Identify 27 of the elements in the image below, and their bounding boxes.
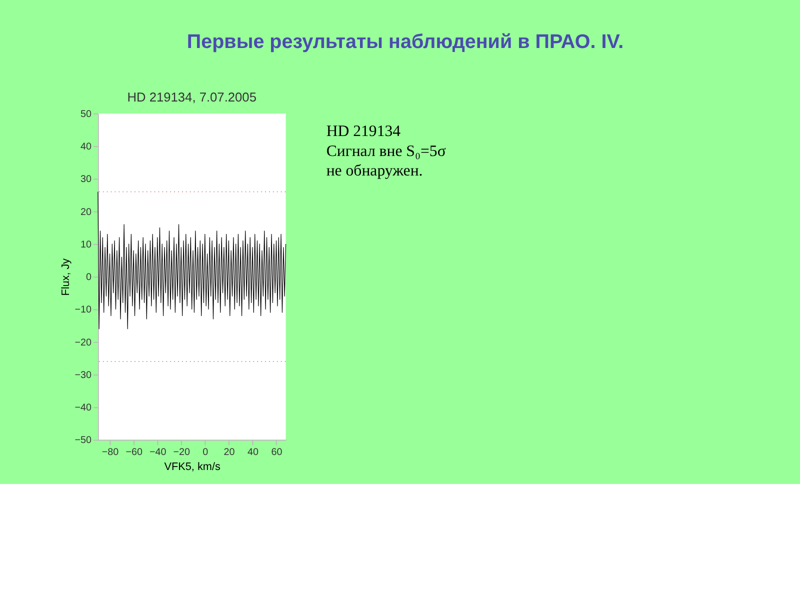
y-tick-label: 50 xyxy=(80,108,92,120)
x-tick-label: −20 xyxy=(173,447,191,458)
y-tick-label: −40 xyxy=(74,402,92,414)
y-tick-label: 10 xyxy=(80,239,92,250)
y-tick-label: 0 xyxy=(86,272,92,284)
line-series xyxy=(98,191,286,330)
x-tick-label: −60 xyxy=(126,447,143,458)
text: HD 219134 xyxy=(326,123,401,140)
y-tick-label: 40 xyxy=(80,142,92,153)
y-tick-label: −30 xyxy=(74,370,92,381)
y-tick-label: −50 xyxy=(74,435,92,446)
y-tick-label: −20 xyxy=(74,337,92,348)
x-tick-label: −80 xyxy=(102,447,120,458)
x-tick-label: −40 xyxy=(149,447,167,458)
y-tick-label: 20 xyxy=(80,206,92,218)
y-tick-label: −10 xyxy=(74,304,92,316)
text: не обнаружен. xyxy=(326,162,423,180)
text: Первые результаты наблюдений в ПРАО. IV. xyxy=(186,31,624,54)
text: Сигнал вне S₀=5σ xyxy=(326,142,446,160)
chart-title: HD 219134, 7.07.2005 xyxy=(127,90,256,105)
x-tick-label: 40 xyxy=(247,447,259,458)
x-tick-label: 60 xyxy=(271,447,283,458)
y-tick-label: 30 xyxy=(80,174,92,186)
x-tick-label: 20 xyxy=(224,447,236,458)
y-axis-title: Flux, Jy xyxy=(60,258,72,296)
x-tick-label: 0 xyxy=(202,447,209,458)
x-axis-title: VFK5, km/s xyxy=(164,460,221,473)
